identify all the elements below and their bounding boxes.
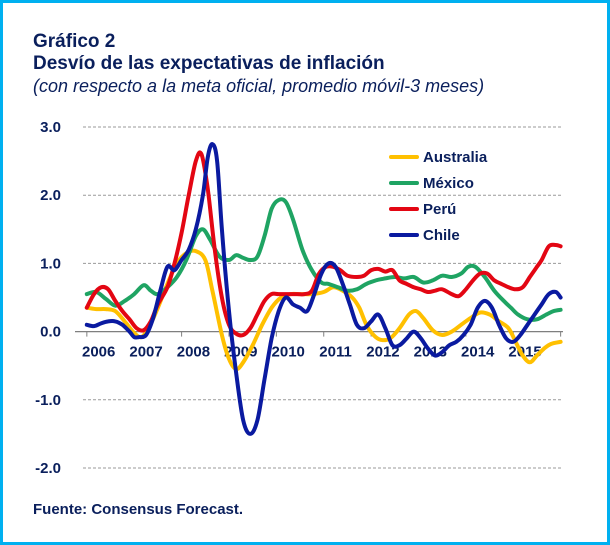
legend-label-chile: Chile xyxy=(423,227,460,244)
title-block: Gráfico 2 Desvío de las expectativas de … xyxy=(33,31,484,97)
legend-label-méxico: México xyxy=(423,175,474,192)
x-tick-label: 2006 xyxy=(82,344,115,361)
source-note: Fuente: Consensus Forecast. xyxy=(33,501,244,518)
x-tick-label: 2007 xyxy=(129,344,162,361)
series-lines xyxy=(84,142,563,436)
x-tick-label: 2012 xyxy=(366,344,399,361)
x-tick-label: 2014 xyxy=(461,344,495,361)
legend-label-australia: Australia xyxy=(423,149,488,166)
y-tick-label: 2.0 xyxy=(40,187,61,204)
y-tick-label: -1.0 xyxy=(35,392,61,409)
x-tick-label: 2008 xyxy=(177,344,210,361)
grid-lines xyxy=(83,126,563,469)
series-line-chile xyxy=(84,142,563,436)
chart-number: Gráfico 2 xyxy=(33,31,116,52)
x-tick-label: 2010 xyxy=(272,344,305,361)
x-tick-label: 2011 xyxy=(319,344,352,361)
y-tick-label: 3.0 xyxy=(40,119,61,136)
y-tick-label: 0.0 xyxy=(40,324,61,341)
y-tick-label: -2.0 xyxy=(35,460,61,477)
legend: Australia México Perú Chile xyxy=(389,149,488,244)
chart-subtitle: (con respecto a la meta oficial, promedi… xyxy=(33,76,485,96)
chart-title: Desvío de las expectativas de inflación xyxy=(33,53,385,74)
legend-label-perú: Perú xyxy=(423,201,456,218)
y-tick-label: 1.0 xyxy=(40,255,61,272)
